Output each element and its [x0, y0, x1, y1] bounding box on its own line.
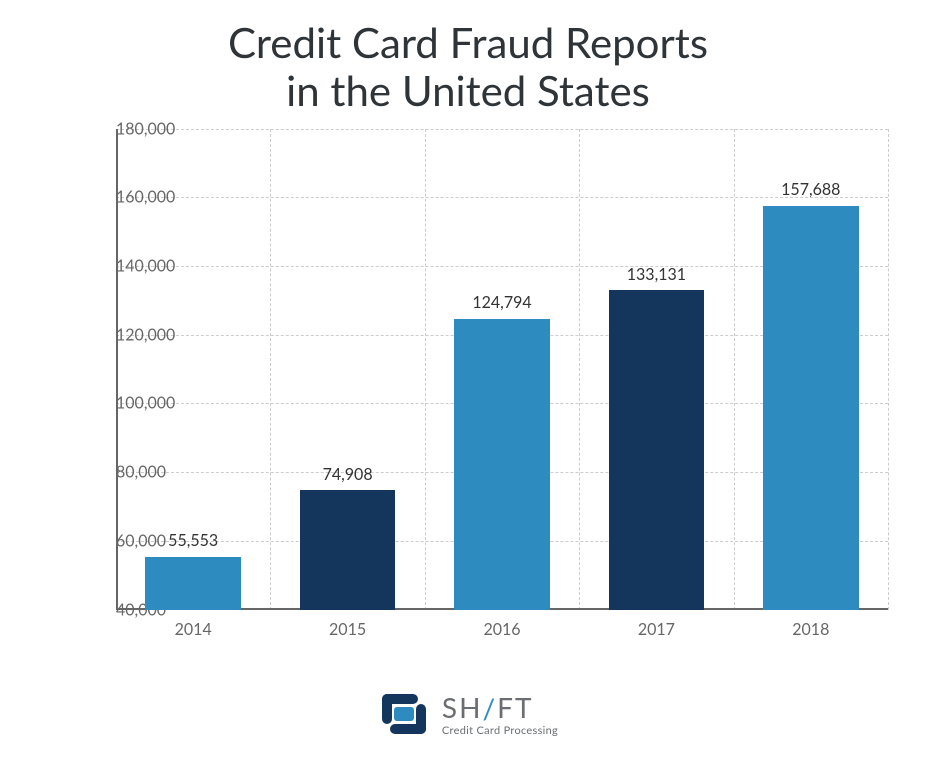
bar	[145, 557, 241, 610]
x-axis-tick-label: 2016	[483, 610, 520, 639]
chart-title-line2: in the United States	[286, 65, 650, 115]
bar-value-label: 133,131	[627, 265, 686, 290]
chart-container: 40,00060,00080,000100,000120,000140,0001…	[30, 123, 906, 646]
logo-mark-icon	[378, 690, 430, 738]
gridline	[270, 129, 271, 610]
chart-title: Credit Card Fraud Reports in the United …	[30, 18, 906, 115]
gridline	[579, 129, 580, 610]
x-axis-tick-label: 2017	[638, 610, 675, 639]
bar-chart: 40,00060,00080,000100,000120,000140,0001…	[30, 123, 906, 646]
bar	[454, 319, 550, 610]
gridline	[425, 129, 426, 610]
x-axis-tick-label: 2014	[175, 610, 212, 639]
gridline	[734, 129, 735, 610]
logo-wordmark: SH/FT	[442, 693, 558, 721]
y-axis	[116, 129, 118, 610]
gridline	[888, 129, 889, 610]
gridline	[116, 197, 888, 198]
bar	[609, 290, 705, 610]
bar	[300, 490, 396, 610]
x-axis-tick-label: 2015	[329, 610, 366, 639]
chart-title-line1: Credit Card Fraud Reports	[228, 17, 708, 67]
logo-text-post: FT	[497, 690, 533, 724]
bar-value-label: 74,908	[323, 465, 373, 490]
bar-value-label: 157,688	[781, 180, 840, 205]
bar-value-label: 55,553	[168, 531, 218, 556]
gridline	[116, 129, 888, 130]
logo-subtitle: Credit Card Processing	[442, 725, 558, 736]
logo: SH/FT Credit Card Processing	[30, 690, 906, 738]
logo-slash-icon: /	[483, 694, 498, 722]
bar	[763, 206, 859, 610]
x-axis-tick-label: 2018	[792, 610, 829, 639]
bar-value-label: 124,794	[472, 293, 531, 318]
logo-text-pre: SH	[442, 690, 483, 724]
